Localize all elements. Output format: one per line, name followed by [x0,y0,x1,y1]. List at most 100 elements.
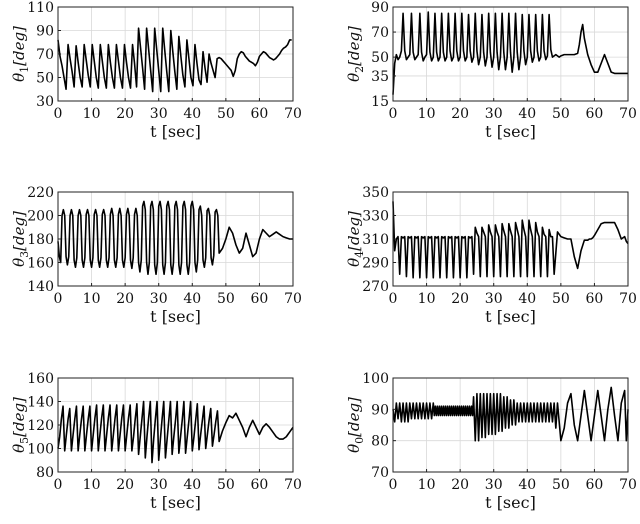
x-tick-label: 0 [54,106,63,122]
y-tick-label: 70 [371,25,389,41]
x-tick-label: 10 [83,477,101,493]
x-tick-label: 0 [54,291,63,307]
x-tick-label: 10 [418,477,436,493]
x-tick-label: 20 [451,291,469,307]
panel-theta5: 0 10 20 30 40 50 60 70 80 100 120 140 160 t [sec] θ5[d… [10,371,302,512]
y-axis-unit: [deg] [345,26,363,66]
x-tick-label: 70 [619,477,637,493]
series-line-theta0 [392,386,629,442]
x-tick-label: 40 [183,106,201,122]
x-axis-label: t [sec] [150,493,201,512]
y-axis-label: θ2[deg] [345,26,366,82]
x-tick-label: 10 [418,291,436,307]
y-tick-label: 80 [371,434,389,450]
y-tick-label: 350 [362,185,389,201]
y-axis-symbol: θ [10,258,28,267]
y-axis-subscript: 1 [18,66,31,73]
y-axis-subscript: 3 [18,251,31,258]
x-tick-label: 30 [485,106,503,122]
y-tick-label: 90 [36,24,54,40]
y-axis-label: θ1[deg] [10,26,31,82]
y-axis-unit: [deg] [10,397,28,437]
x-tick-label: 40 [183,291,201,307]
y-tick-label: 90 [371,402,389,418]
x-tick-label: 0 [389,477,398,493]
y-tick-label: 120 [27,418,54,434]
x-tick-label: 50 [552,477,570,493]
y-tick-label: 100 [27,442,54,458]
x-axis-label: t [sec] [150,122,201,141]
x-tick-label: 40 [518,106,536,122]
x-tick-label: 10 [83,291,101,307]
x-axis-label: t [sec] [485,493,536,512]
x-tick-label: 50 [217,106,235,122]
x-tick-label: 0 [389,291,398,307]
x-tick-label: 40 [183,477,201,493]
panel-theta2: 0 10 20 30 40 50 60 70 15 35 50 70 90 t [sec] θ2[deg] [345,0,637,141]
x-tick-label: 30 [485,291,503,307]
x-tick-label: 70 [284,291,302,307]
panel-theta1: 0 10 20 30 40 50 60 70 30 50 70 90 110 t [sec] θ1[deg] [10,0,302,141]
y-tick-label: 140 [27,395,54,411]
x-tick-label: 20 [116,106,134,122]
x-tick-label: 60 [251,106,269,122]
x-tick-label: 10 [83,106,101,122]
y-axis-symbol: θ [345,444,363,453]
x-tick-label: 70 [284,106,302,122]
y-axis-label: θ4[deg] [345,211,366,267]
series-line-theta3 [57,200,293,276]
x-tick-label: 50 [217,477,235,493]
y-tick-label: 220 [27,185,54,201]
x-tick-label: 0 [54,477,63,493]
x-tick-label: 20 [451,477,469,493]
panel-theta3: 0 10 20 30 40 50 60 70 140 160 180 200 220 t [sec] θ3[… [10,185,302,326]
y-tick-label: 160 [27,256,54,272]
series-line-theta2 [392,11,628,95]
y-tick-label: 200 [27,209,54,225]
y-axis-label: θ0[deg] [345,397,366,453]
x-tick-label: 30 [150,106,168,122]
y-tick-label: 50 [371,50,389,66]
y-tick-label: 160 [27,371,54,387]
y-tick-label: 290 [362,256,389,272]
series-line-theta1 [57,27,292,93]
y-axis-symbol: θ [10,444,28,453]
y-axis-unit: [deg] [345,397,363,437]
x-tick-label: 70 [619,106,637,122]
y-tick-label: 140 [27,279,54,295]
y-tick-label: 180 [27,232,54,248]
x-tick-label: 60 [586,106,604,122]
x-tick-label: 50 [217,291,235,307]
x-axis-label: t [sec] [150,307,201,326]
y-axis-unit: [deg] [10,211,28,251]
x-tick-label: 50 [552,106,570,122]
x-tick-label: 40 [518,477,536,493]
y-axis-symbol: θ [10,73,28,82]
x-tick-label: 70 [619,291,637,307]
x-tick-label: 20 [116,291,134,307]
y-axis-symbol: θ [345,258,363,267]
x-tick-label: 40 [518,291,536,307]
x-axis-label: t [sec] [485,122,536,141]
y-axis-unit: [deg] [10,26,28,66]
y-axis-subscript: 4 [353,251,366,258]
y-tick-label: 35 [371,69,389,85]
y-axis-label: θ5[deg] [10,397,31,453]
y-tick-label: 310 [362,232,389,248]
panel-theta4: 0 10 20 30 40 50 60 70 270 290 310 330 350 t [sec] θ4[… [345,185,637,326]
x-tick-label: 10 [418,106,436,122]
y-axis-label: θ3[deg] [10,211,31,267]
x-tick-label: 30 [485,477,503,493]
x-tick-label: 60 [586,477,604,493]
x-tick-label: 0 [389,106,398,122]
y-tick-label: 270 [362,279,389,295]
x-axis-label: t [sec] [485,307,536,326]
x-tick-label: 20 [451,106,469,122]
y-tick-label: 30 [36,94,54,110]
y-tick-label: 50 [36,71,54,87]
y-tick-label: 70 [371,465,389,481]
y-axis-subscript: 2 [353,66,366,73]
x-tick-label: 30 [150,477,168,493]
